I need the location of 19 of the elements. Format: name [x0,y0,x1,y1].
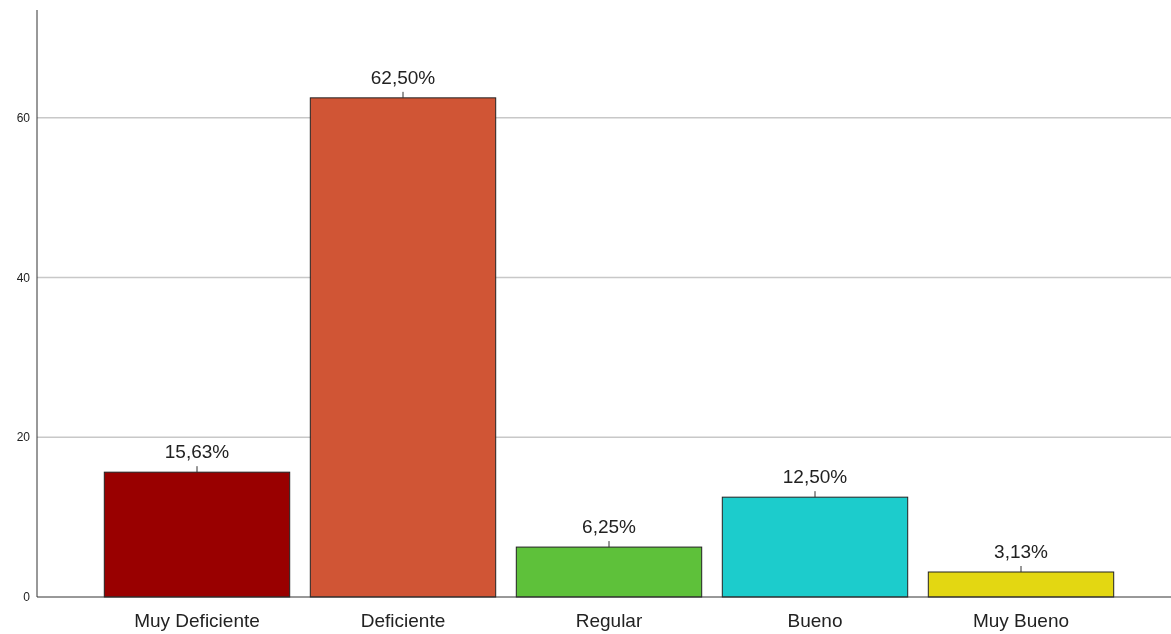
y-tick-label: 60 [16,111,31,126]
bar [103,471,291,598]
x-tick-label: Deficiente [360,610,446,631]
x-tick-label: Muy Bueno [972,610,1070,631]
y-tick-label: 0 [23,590,31,605]
data-label: 15,63% [164,441,230,463]
y-tick-label: 20 [16,430,31,445]
bar [927,571,1115,598]
x-tick-label: Bueno [787,610,843,631]
x-tick-label: Regular [575,610,643,631]
data-label: 6,25% [582,516,637,538]
data-label: 3,13% [994,541,1049,562]
data-label: 62,50% [370,66,436,88]
bar [721,496,909,598]
data-label: 12,50% [782,466,848,488]
bar [515,546,703,598]
bar [309,97,497,598]
x-tick-label: Muy Deficiente [134,610,260,631]
y-tick-label: 40 [16,270,31,285]
